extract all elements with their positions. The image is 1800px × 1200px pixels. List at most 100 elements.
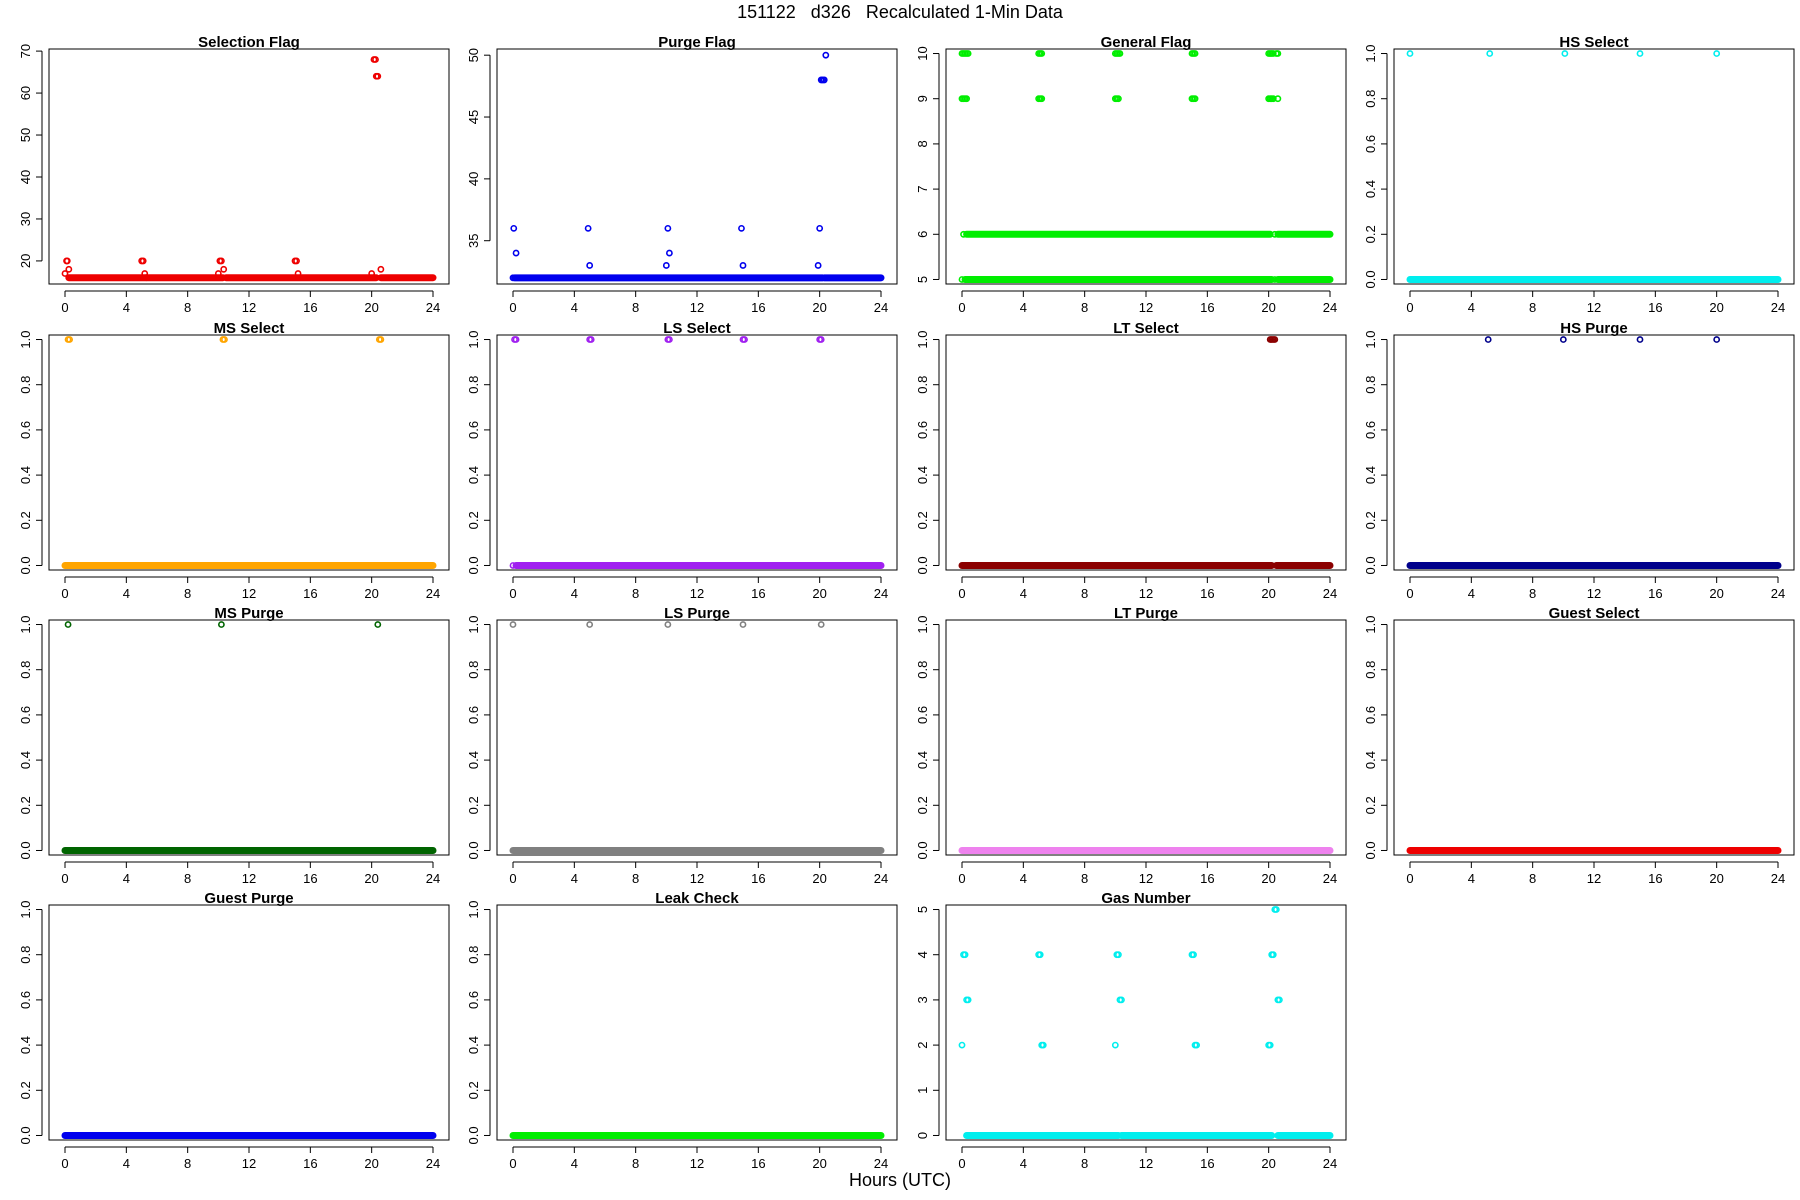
x-tick-label: 24 [426,1156,440,1171]
y-tick-label: 0.6 [18,421,33,439]
x-tick-label: 16 [751,871,765,886]
plot-title: HS Purge [1560,320,1628,337]
x-tick-label: 4 [1468,586,1475,601]
y-tick-label: 7 [915,185,930,192]
y-tick-label: 6 [915,231,930,238]
data-points [64,621,382,628]
x-tick-label: 8 [184,871,191,886]
x-tick-label: 12 [1587,586,1601,601]
y-tick-label: 1.0 [18,900,33,918]
data-point [214,270,222,277]
data-point [142,274,150,282]
data-point [510,224,518,232]
x-axis: 0 4 8 12 16 20 24 [509,1146,888,1171]
y-tick-label: 45 [466,110,481,124]
data-point [1115,95,1122,103]
x-tick-label: 0 [958,586,965,601]
x-tick-label: 12 [690,586,704,601]
y-tick-label: 0.6 [1363,421,1378,439]
data-point [1276,996,1283,1004]
y-tick-label: 0.4 [915,466,930,484]
data-point [221,336,228,343]
x-tick-label: 0 [509,871,516,886]
x-tick-label: 0 [958,871,965,886]
y-tick-label: 0.2 [18,796,33,814]
y-axis: 0.0 0.2 0.4 0.6 0.8 1.0 [18,615,43,860]
data-point [739,262,747,269]
x-axis-label: Hours (UTC) [849,1170,951,1190]
x-tick-label: 8 [632,300,639,315]
plot-frame [1393,619,1795,856]
x-tick-label: 0 [61,586,68,601]
y-tick-label: 60 [18,86,33,100]
data-points [958,50,1282,283]
y-tick-label: 0.4 [18,751,33,769]
y-tick-label: 9 [915,95,930,102]
x-tick-label: 24 [1771,871,1785,886]
x-tick-label: 8 [1529,871,1536,886]
y-tick-label: 1.0 [466,615,481,633]
plot-title: Leak Check [655,890,739,907]
plot-title: LS Purge [664,605,730,622]
y-tick-label: 0.8 [18,946,33,964]
plot-frame [48,619,450,856]
plot-frame [48,334,450,571]
data-point [1191,50,1199,57]
y-axis: 35 40 45 50 [466,48,491,248]
x-tick-label: 24 [1323,300,1337,315]
y-tick-label: 1.0 [466,330,481,348]
panel-hs-purge: HS Purge 0 4 8 12 16 20 24 0.0 0.2 0.4 0.6 0.8 1.0 [1363,320,1795,601]
y-tick-label: 1.0 [18,615,33,633]
data-point [1559,336,1567,343]
x-tick-label: 16 [1200,871,1214,886]
x-tick-label: 16 [1200,586,1214,601]
y-tick-label: 0.8 [466,661,481,679]
figure-title: 151122 d326 Recalculated 1-Min Data [737,2,1063,22]
panel-hs-select: HS Select 0 4 8 12 16 20 24 0.0 0.2 0.4 0.6 0.8 1.0 [1363,34,1795,315]
data-point [1038,95,1046,103]
plot-frame [496,619,898,856]
data-point [1484,336,1492,343]
y-axis: 0.0 0.2 0.4 0.6 0.8 1.0 [915,615,940,860]
x-axis: 0 4 8 12 16 20 24 [958,1146,1337,1171]
x-tick-label: 0 [61,871,68,886]
data-point [1111,1041,1119,1049]
x-tick-label: 20 [364,871,378,886]
x-tick-label: 0 [61,300,68,315]
x-tick-label: 16 [1200,300,1214,315]
y-tick-label: 0 [915,1132,930,1139]
panel-lt-select: LT Select 0 4 8 12 16 20 24 0.0 0.2 0.4 0.6 0.8 1.0 [915,320,1347,601]
data-point [1269,951,1277,959]
y-tick-label: 35 [466,233,481,247]
x-tick-label: 8 [632,1156,639,1171]
x-tick-label: 8 [632,586,639,601]
data-points [1484,336,1721,343]
panel-guest-purge: Guest Purge 0 4 8 12 16 20 24 0.0 0.2 0.4 0.6 0.8 1.0 [18,890,450,1171]
data-point [374,621,382,628]
data-point [294,270,302,277]
x-tick-label: 20 [812,1156,826,1171]
y-tick-label: 30 [18,212,33,226]
x-tick-label: 0 [509,586,516,601]
y-tick-label: 0.0 [466,1126,481,1144]
x-tick-label: 16 [303,586,317,601]
data-point [1271,276,1279,283]
data-points [958,906,1283,1049]
data-point [1636,50,1644,57]
plot-frame [496,334,898,571]
y-tick-label: 0.6 [18,706,33,724]
x-tick-label: 16 [1648,871,1662,886]
data-point [964,50,972,57]
y-tick-label: 0.8 [915,661,930,679]
data-point [1486,50,1494,57]
x-tick-label: 8 [1529,300,1536,315]
data-point [1115,951,1122,959]
y-tick-label: 0.4 [915,751,930,769]
plot-frame [48,48,450,285]
x-tick-label: 24 [874,300,888,315]
data-point [1266,1041,1274,1049]
data-point [65,265,73,273]
